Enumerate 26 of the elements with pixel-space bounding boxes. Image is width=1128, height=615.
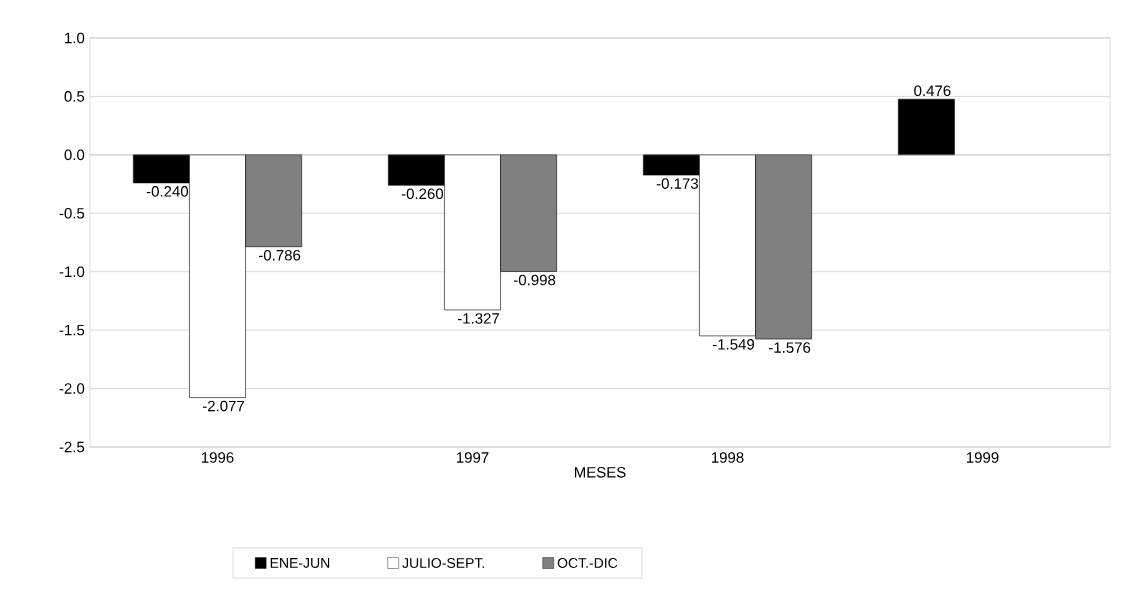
x-tick-label: 1999 bbox=[966, 452, 999, 463]
data-label: -1.549 bbox=[712, 339, 755, 350]
data-label: -1.327 bbox=[457, 313, 500, 324]
data-label: -0.173 bbox=[656, 178, 698, 189]
legend-label: JULIO-SEPT. bbox=[402, 558, 485, 568]
x-tick-label: 1998 bbox=[711, 452, 744, 463]
x-axis-title: MESES bbox=[574, 467, 626, 478]
y-tick-label: -2.5 bbox=[59, 441, 85, 453]
data-label: -2.077 bbox=[202, 400, 245, 412]
y-tick-label: 0.0 bbox=[64, 149, 85, 161]
legend-label: OCT.-DIC bbox=[557, 558, 618, 568]
data-label: -0.240 bbox=[146, 186, 189, 197]
data-label: 0.476 bbox=[914, 85, 951, 97]
x-tick-label: 1996 bbox=[201, 452, 234, 463]
data-label: -0.998 bbox=[514, 274, 556, 286]
y-tick-label: 1.0 bbox=[65, 32, 85, 44]
x-tick-label: 1997 bbox=[456, 452, 489, 463]
legend-label: ENE-JUN bbox=[270, 558, 330, 568]
y-tick-label: -1.0 bbox=[59, 266, 85, 278]
y-tick-label: -1.5 bbox=[59, 324, 85, 336]
y-tick-label: -0.5 bbox=[59, 207, 85, 219]
data-label: -0.786 bbox=[259, 249, 301, 261]
y-tick-label: -2.0 bbox=[59, 383, 85, 394]
data-label: -1.576 bbox=[769, 342, 811, 353]
data-label: -0.260 bbox=[401, 188, 444, 200]
y-tick-label: 0.5 bbox=[64, 91, 85, 102]
